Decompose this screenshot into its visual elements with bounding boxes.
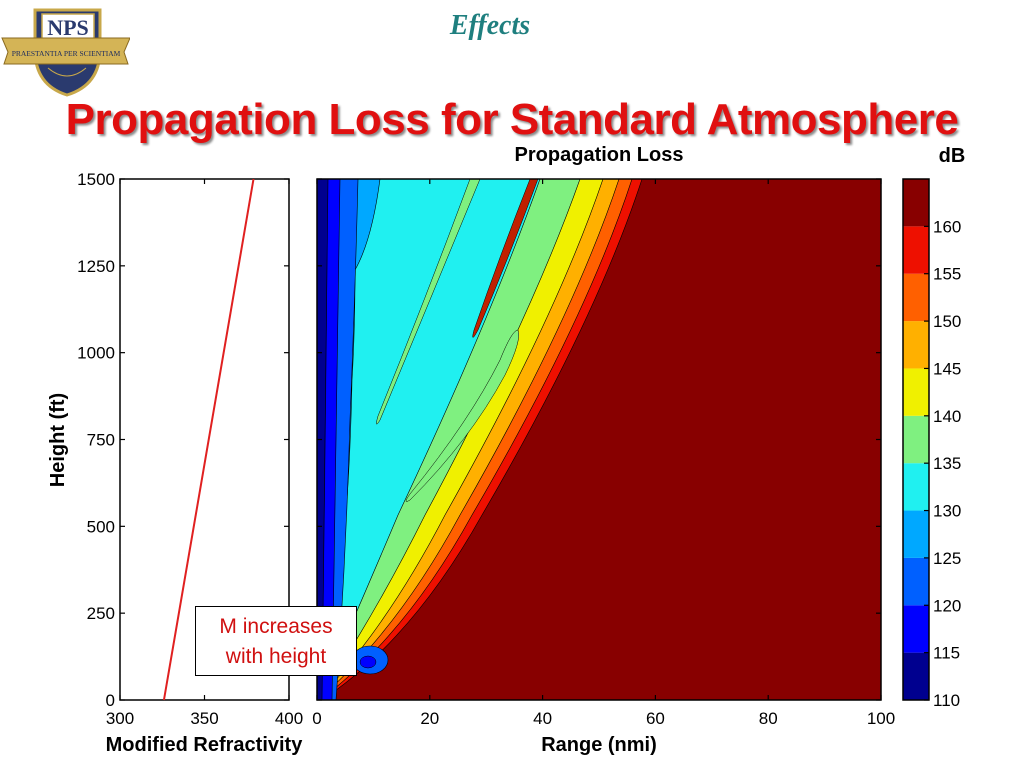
logo-text: NPS: [47, 15, 89, 40]
refractivity-tick-label: 300: [106, 709, 134, 728]
colorbar-ticks: 110 115 120 125 130 135 140 145 150 155 160: [924, 217, 961, 710]
colorbar-frame: [902, 178, 930, 701]
range-tick-label: 20: [420, 709, 439, 728]
contour-fringe-dark: [472, 179, 539, 338]
colorbar-cell-110: [903, 652, 929, 700]
refractivity-tick-label: 400: [275, 709, 303, 728]
propagation-loss-chart: 0 20 40 60 80 100 Propagation Loss Range (nmi…: [312, 144, 895, 756]
slide-title: Propagation Loss for Standard Atmosphere: [65, 95, 959, 144]
colorbar-cell-155: [903, 226, 929, 274]
range-tick-label: 40: [533, 709, 552, 728]
colorbar-tick-label: 115: [933, 644, 960, 663]
propagation-ticks: 0 20 40 60 80 100: [312, 178, 895, 728]
slide-heading: Effects: [449, 10, 531, 41]
colorbar-cell-160: [903, 179, 929, 227]
refractivity-tick-label: 350: [190, 709, 218, 728]
height-tick-label: 0: [106, 691, 115, 710]
height-tick-label: 250: [87, 604, 115, 623]
colorbar-tick-label: 120: [933, 596, 961, 615]
colorbar-cell-125: [903, 510, 929, 558]
range-axis-label: Range (nmi): [541, 734, 657, 756]
propagation-chart-title: Propagation Loss: [515, 144, 684, 166]
colorbar-tick-label: 160: [933, 217, 961, 236]
colorbar-cell-120: [903, 557, 929, 606]
colorbar-tick-label: 145: [933, 359, 961, 378]
colorbar-cell-140: [903, 368, 929, 416]
height-tick-label: 750: [87, 431, 115, 450]
colorbar-tick-label: 135: [933, 454, 961, 473]
height-tick-label: 1000: [77, 344, 115, 363]
colorbar-tick-label: 140: [933, 407, 961, 426]
colorbar-tick-label: 155: [933, 265, 961, 284]
colorbar-cell-130: [903, 463, 929, 511]
colorbar-tick-label: 125: [933, 549, 961, 568]
colorbar-tick-label: 110: [933, 691, 960, 710]
colorbar-tick-label: 150: [933, 312, 961, 331]
height-tick-label: 500: [87, 517, 115, 536]
colorbar-cell-150: [903, 273, 929, 322]
range-tick-label: 80: [759, 709, 778, 728]
height-axis-label: Height (ft): [47, 393, 69, 487]
range-tick-label: 60: [646, 709, 665, 728]
height-tick-label: 1500: [77, 170, 115, 189]
colorbar-unit-label: dB: [939, 145, 966, 167]
range-tick-label: 100: [867, 709, 895, 728]
colorbar-cell-135: [903, 415, 929, 464]
propagation-contours: [317, 179, 881, 700]
colorbar-cells: [903, 179, 929, 700]
colorbar-cell-145: [903, 321, 929, 369]
colorbar-cell-115: [903, 605, 929, 653]
annotation-line-1: M increases: [219, 615, 333, 638]
range-tick-label: 0: [312, 709, 321, 728]
contour-fringe-green: [376, 179, 481, 425]
logo-motto: PRAESTANTIA PER SCIENTIAM: [12, 49, 121, 58]
annotation-box: M increases with height: [195, 606, 357, 676]
annotation-line-2: with height: [225, 645, 327, 668]
contour-fringe-lobe: [405, 329, 519, 502]
colorbar-tick-label: 130: [933, 502, 961, 521]
refractivity-axis-label: Modified Refractivity: [106, 734, 304, 756]
nps-logo: NPS PRAESTANTIA PER SCIENTIAM: [1, 8, 130, 97]
height-tick-label: 1250: [77, 257, 115, 276]
colorbar: 110 115 120 125 130 135 140 145 150 155 160 dB: [902, 145, 966, 710]
refractivity-ticks: 0 250 500 750 1000 1250 1500 300 350 400: [77, 170, 303, 728]
m-profile-line: [162, 178, 255, 701]
contour-nearfield-core: [359, 655, 377, 669]
